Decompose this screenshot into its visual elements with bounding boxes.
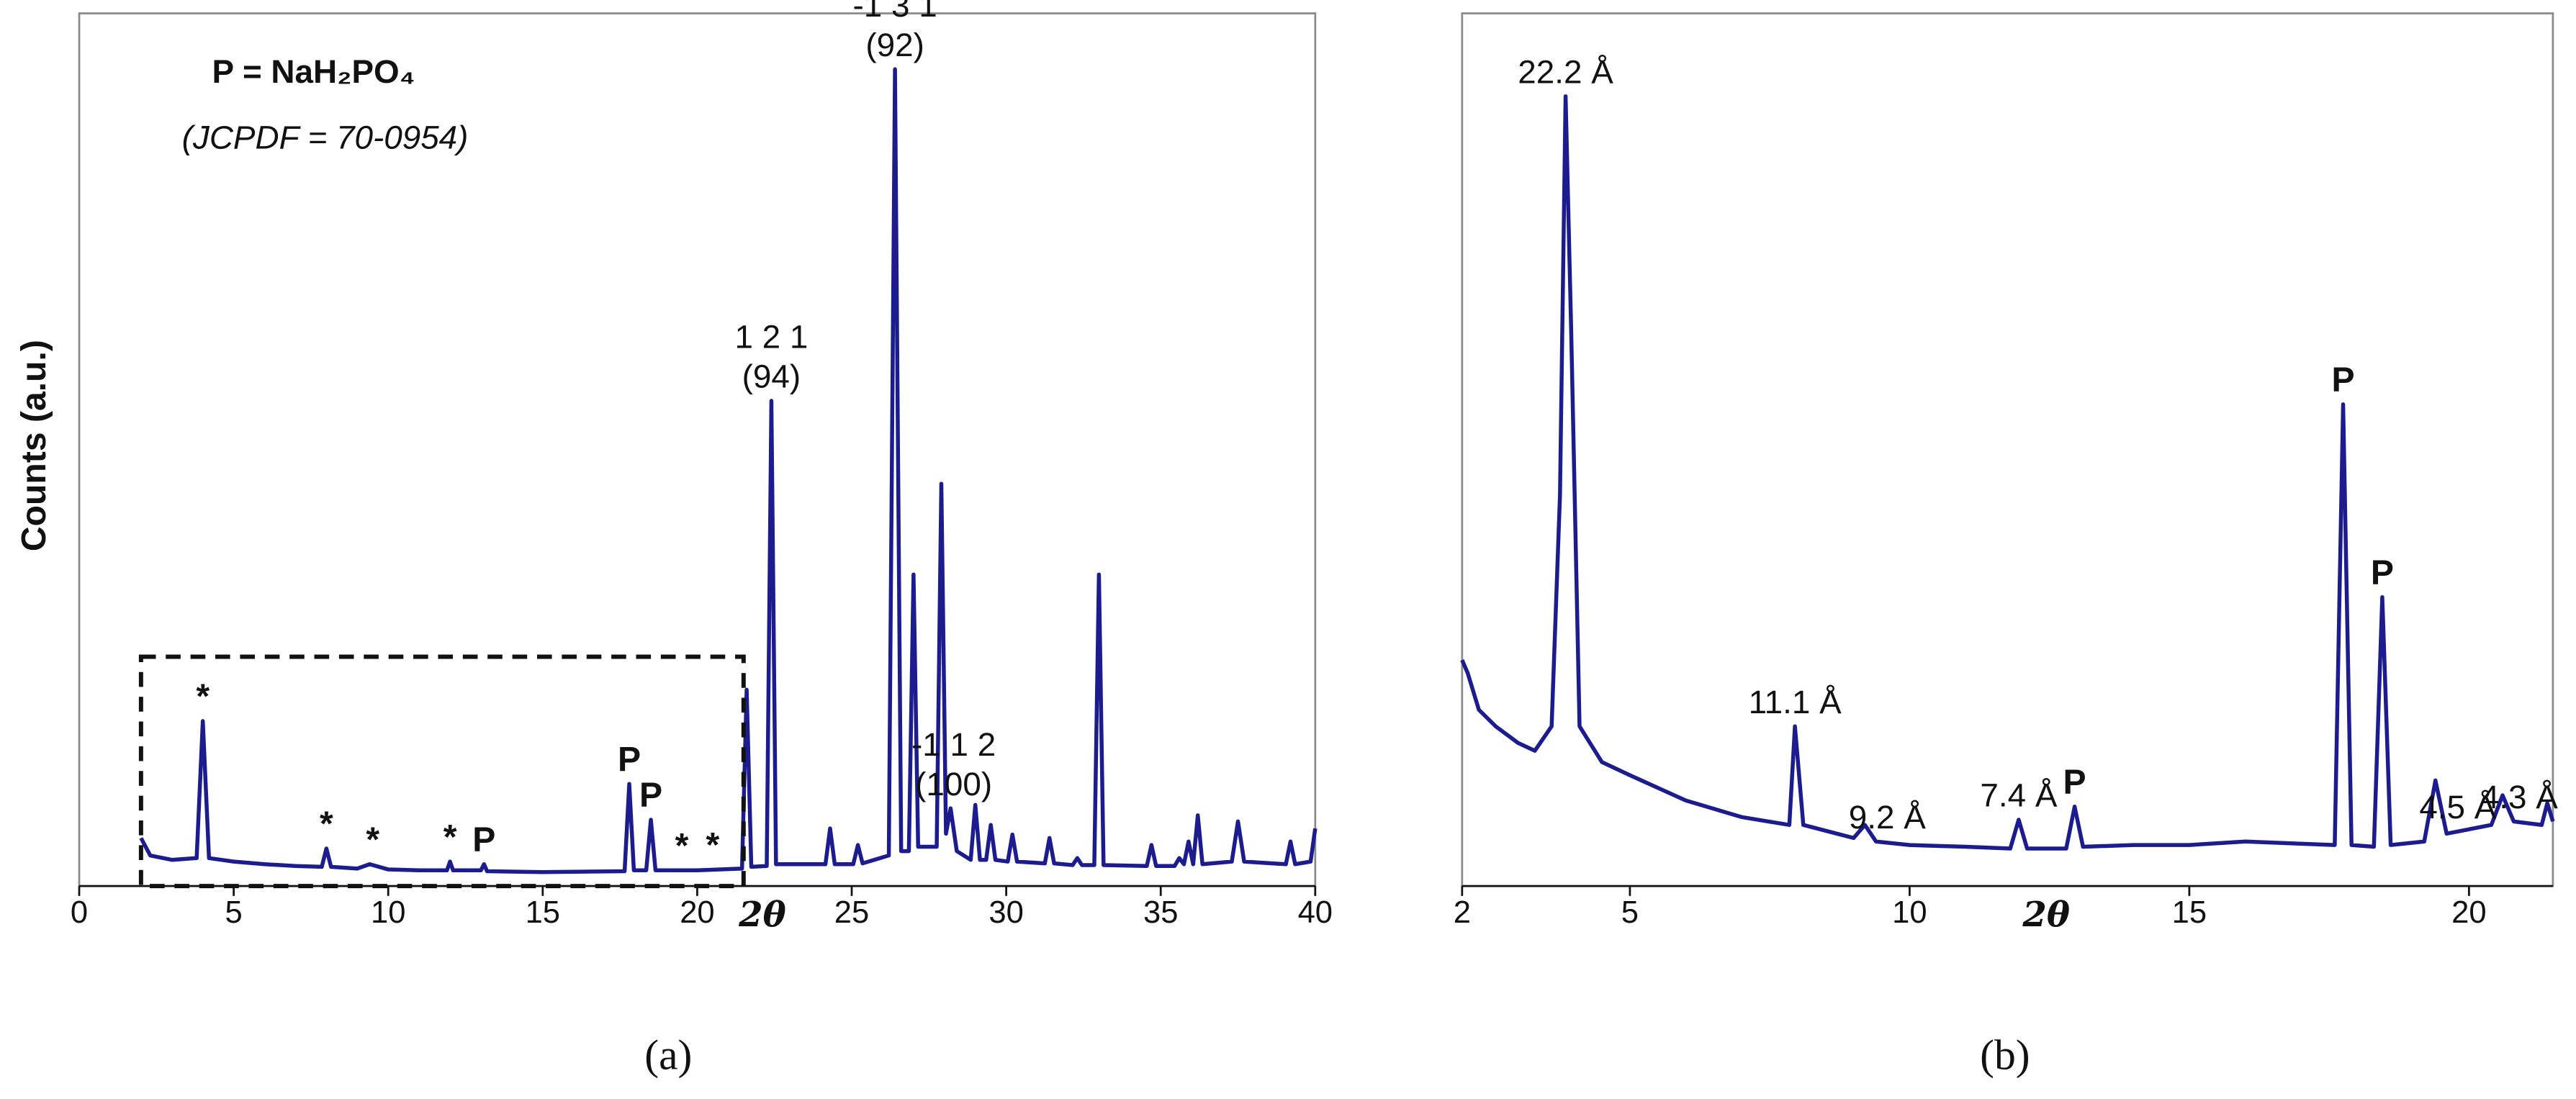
y-axis-label: Counts (a.u.) — [14, 340, 53, 551]
x-tick-label: 20 — [2451, 895, 2486, 930]
annotation: 11.1 Å — [1749, 684, 1842, 720]
x-tick-label: 25 — [834, 895, 869, 930]
annotation: 1 2 1 — [734, 319, 808, 356]
legend-note: (JCPDF = 70-0954) — [182, 119, 469, 156]
annotation: P — [2063, 762, 2086, 801]
x-tick-label: 5 — [1621, 895, 1639, 930]
x-tick-label: 30 — [988, 895, 1023, 930]
x-tick-label: 10 — [1892, 895, 1927, 930]
annotation: P — [639, 776, 662, 815]
annotation: 9.2 Å — [1849, 799, 1926, 836]
annotation: * — [706, 826, 720, 864]
x-tick-label: 40 — [1298, 895, 1333, 930]
x-tick-label: 15 — [526, 895, 560, 930]
annotation: (100) — [915, 766, 992, 802]
annotation: 22.2 Å — [1518, 53, 1613, 90]
annotation: * — [443, 818, 457, 856]
annotation: (92) — [865, 27, 924, 63]
annotation: * — [675, 826, 689, 865]
legend-note: P = NaH₂PO₄ — [212, 53, 415, 90]
x-tick-label: 35 — [1143, 895, 1178, 930]
annotation: 4.3 Å — [2481, 779, 2558, 815]
annotation: 4.5 Å — [2419, 789, 2496, 826]
annotation: -1 1 2 — [911, 726, 996, 763]
x-tick-label: 15 — [2172, 895, 2207, 930]
zoom-box — [138, 654, 746, 889]
x-axis-label: 2θ — [738, 895, 786, 935]
annotation: P — [618, 740, 641, 779]
annotation: (94) — [742, 358, 801, 395]
x-tick-label: 0 — [71, 895, 88, 930]
x-tick-label: 10 — [371, 895, 405, 930]
annotation: 7.4 Å — [1980, 777, 2057, 814]
annotation: P — [2371, 553, 2394, 592]
panel-label: (a) — [644, 1031, 692, 1079]
data-line — [139, 67, 1318, 874]
x-tick-label: 20 — [680, 895, 714, 930]
annotation: -1 3 1 — [853, 0, 937, 24]
x-axis-label: 2θ — [2022, 895, 2070, 935]
x-tick-label: 5 — [225, 895, 243, 930]
x-tick-label: 2 — [1454, 895, 1471, 930]
annotation: * — [196, 677, 210, 716]
data-line — [1460, 94, 2555, 851]
annotation: * — [366, 820, 379, 859]
annotation: P — [2331, 360, 2354, 399]
annotation: * — [320, 805, 333, 844]
annotation: P — [472, 820, 495, 859]
panel-label: (b) — [1980, 1031, 2030, 1079]
